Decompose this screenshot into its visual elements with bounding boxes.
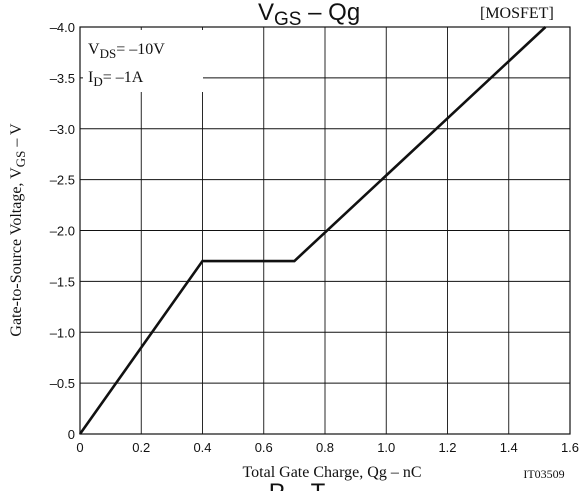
conditions-box: VDS= –10V ID= –1A [83,30,203,92]
x-tick-label: 0.4 [193,440,211,455]
chart-title-rest: – Qg [301,0,360,26]
series-line-0 [78,26,547,435]
y-tick-label: –2.5 [50,173,75,188]
x-tick-label: 1.0 [377,440,395,455]
plot-frame [79,26,571,435]
y-tick-labels: 0 –0.5 –1.0 –1.5 –2.0 –2.5 –3.0 –3.5 –4.0 [50,20,75,442]
x-tick-label: 1.4 [500,440,518,455]
y-tick-label: –3.0 [50,122,75,137]
figure-code: IT03509 [523,467,564,481]
x-tick-label: 0.6 [255,440,273,455]
grid-lines [80,27,570,434]
conditions-box-background [83,30,203,92]
bottom-partial-text: P – T [269,479,326,491]
y-tick-label: –3.5 [50,71,75,86]
x-tick-label: 0.2 [132,440,150,455]
x-axis-label: Total Gate Charge, Qg – nC [243,464,422,481]
y-tick-label: 0 [68,427,75,442]
series-group [78,26,547,435]
y-tick-label: –1.5 [50,274,75,289]
y-tick-label: –1.0 [50,325,75,340]
chart-title-sub: GS [274,9,301,30]
x-tick-label: 1.6 [561,440,579,455]
x-tick-labels: 0 0.2 0.4 0.6 0.8 1.0 1.2 1.4 1.6 [76,440,579,455]
y-tick-label: –0.5 [50,376,75,391]
y-tick-label: –4.0 [50,20,75,35]
chart-tag: [MOSFET] [480,5,554,22]
x-tick-label: 0.8 [316,440,334,455]
y-axis-label: Gate-to-Source Voltage, VGS – V [8,123,28,337]
condition-vds: VDS= –10V [88,41,165,61]
condition-id: ID= –1A [88,69,144,89]
x-tick-label: 0 [76,440,83,455]
chart-title: VGS – Qg [258,0,360,30]
chart-title-main: V [258,0,274,26]
plot-area: 0 0.2 0.4 0.6 0.8 1.0 1.2 1.4 1.6 0 –0.5 –1.0 –1.5 –… [50,20,579,455]
x-tick-label: 1.2 [438,440,456,455]
y-tick-label: –2.0 [50,224,75,239]
